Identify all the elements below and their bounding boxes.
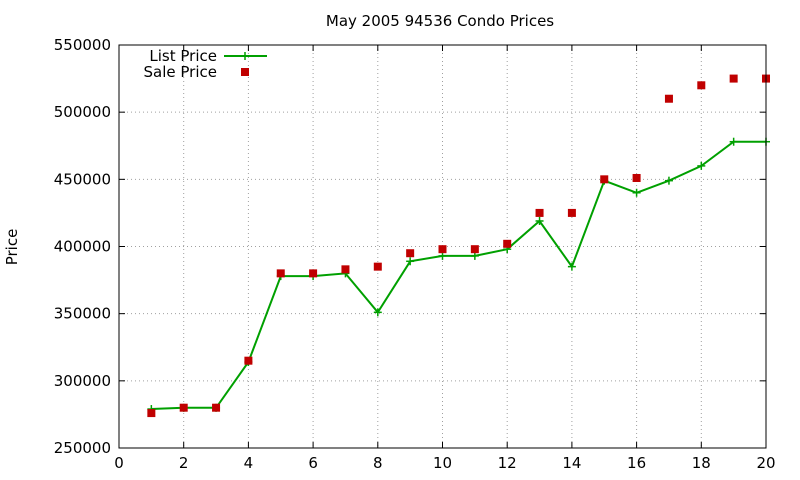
list-price-point bbox=[438, 251, 447, 260]
x-tick-label: 20 bbox=[756, 454, 775, 472]
x-tick-label: 18 bbox=[692, 454, 711, 472]
sale-price-point bbox=[503, 239, 512, 248]
legend-marker-sale-price bbox=[241, 68, 249, 76]
list-price-point bbox=[373, 308, 382, 317]
axis-ticks: 0 2 4 6 8 10 12 14 16 18 20 250000 300000 350000 40000… bbox=[54, 36, 776, 472]
x-tick-label: 0 bbox=[114, 454, 124, 472]
sale-price-point bbox=[373, 262, 382, 271]
sale-price-point bbox=[179, 403, 188, 412]
sale-price-point bbox=[147, 409, 156, 418]
x-tick-label: 14 bbox=[562, 454, 581, 472]
y-tick-label: 300000 bbox=[54, 372, 111, 390]
sale-price-point bbox=[697, 81, 706, 90]
sale-price-point bbox=[341, 265, 350, 274]
x-tick-label: 2 bbox=[179, 454, 189, 472]
sale-price-point bbox=[567, 208, 576, 217]
sale-price-point bbox=[729, 74, 738, 83]
x-tick-label: 10 bbox=[433, 454, 452, 472]
y-tick-label: 550000 bbox=[54, 36, 111, 54]
legend-label-list-price: List Price bbox=[149, 47, 217, 65]
list-price-point bbox=[567, 262, 576, 271]
y-tick-label: 350000 bbox=[54, 305, 111, 323]
list-price-point bbox=[406, 257, 415, 266]
y-tick-label: 500000 bbox=[54, 103, 111, 121]
x-tick-label: 4 bbox=[244, 454, 254, 472]
legend-marker-list-price bbox=[241, 52, 249, 60]
sale-price-point bbox=[600, 175, 609, 184]
list-price-point bbox=[664, 176, 673, 185]
sale-price-point bbox=[244, 356, 253, 365]
list-price-point bbox=[470, 251, 479, 260]
sale-price-point bbox=[406, 249, 415, 258]
sale-price-point bbox=[438, 245, 447, 254]
list-price-point bbox=[729, 137, 738, 146]
sale-price-point bbox=[276, 269, 285, 278]
list-price-line bbox=[151, 140, 766, 410]
y-axis-label: Price bbox=[3, 229, 21, 266]
y-tick-label: 250000 bbox=[54, 439, 111, 457]
plot-frame bbox=[118, 44, 767, 449]
sale-price-point bbox=[664, 94, 673, 103]
list-price-point bbox=[697, 161, 706, 170]
sale-price-point bbox=[535, 208, 544, 217]
sale-price-point bbox=[470, 245, 479, 254]
x-tick-label: 6 bbox=[308, 454, 318, 472]
chart-title: May 2005 94536 Condo Prices bbox=[326, 12, 554, 30]
list-price-point bbox=[632, 188, 641, 197]
series bbox=[147, 74, 770, 418]
legend-label-sale-price: Sale Price bbox=[144, 63, 217, 81]
x-tick-label: 16 bbox=[627, 454, 646, 472]
sale-price-point bbox=[632, 173, 641, 182]
y-tick-label: 450000 bbox=[54, 170, 111, 188]
x-tick-label: 8 bbox=[373, 454, 383, 472]
y-tick-label: 400000 bbox=[54, 238, 111, 256]
x-tick-label: 12 bbox=[498, 454, 517, 472]
sale-price-point bbox=[309, 269, 318, 278]
list-price-point bbox=[535, 216, 544, 225]
sale-price-point bbox=[212, 403, 221, 412]
legend: List Price Sale Price bbox=[144, 47, 267, 81]
